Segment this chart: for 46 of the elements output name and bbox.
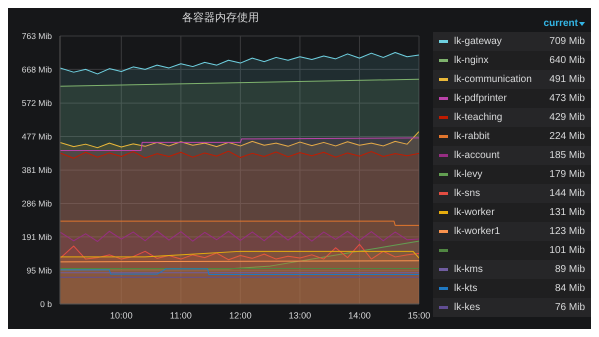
- y-tick-label: 381 Mib: [22, 165, 52, 176]
- y-tick-label: 572 Mib: [22, 98, 52, 108]
- legend-label: lk-kes: [454, 302, 482, 313]
- text: 640 Mib: [549, 55, 585, 66]
- y-tick-label: 191 Mib: [22, 232, 52, 242]
- chart-title: 各容器内存使用: [181, 10, 260, 26]
- legend-label: lk-pdfprinter: [454, 93, 508, 104]
- legend-label: lk-worker1: [454, 226, 502, 237]
- x-tick-label: 10:00: [110, 310, 133, 320]
- y-tick-label: 95 Mib: [26, 266, 52, 276]
- text: 76 Mib: [554, 302, 585, 313]
- text: 185 Mib: [549, 150, 585, 161]
- text: 491 Mib: [549, 74, 585, 85]
- text: 473 Mib: [549, 93, 585, 104]
- legend-label: lk-nginx: [454, 55, 490, 66]
- text: 144 Mib: [549, 188, 585, 199]
- legend-label: lk-account: [454, 150, 501, 161]
- text: 101 Mib: [549, 245, 585, 256]
- legend-label: lk-kms: [454, 264, 484, 275]
- x-tick-label: 11:00: [170, 310, 192, 320]
- text: 89 Mib: [554, 264, 585, 275]
- y-tick-label: 763 Mib: [22, 31, 52, 42]
- text: 84 Mib: [554, 283, 585, 294]
- legend-label: lk-teaching: [454, 112, 504, 123]
- legend-label: lk-gateway: [454, 36, 503, 47]
- text: 131 Mib: [549, 207, 585, 218]
- x-tick-label: 13:00: [288, 310, 312, 320]
- x-tick-label: 14:00: [348, 310, 371, 320]
- text: 709 Mib: [549, 36, 585, 47]
- text: 123 Mib: [549, 226, 585, 237]
- y-tick-label: 477 Mib: [22, 131, 52, 142]
- y-tick-label: 286 Mib: [22, 198, 52, 209]
- y-tick-label: 668 Mib: [22, 64, 52, 74]
- legend-label: lk-levy: [454, 169, 484, 180]
- legend-label: lk-rabbit: [454, 131, 491, 142]
- legend-label: lk-communication: [454, 74, 533, 85]
- text: 179 Mib: [549, 169, 585, 180]
- y-tick-label: 0 b: [40, 299, 52, 310]
- legend-label: lk-worker: [454, 207, 496, 218]
- x-tick-label: 15:00: [408, 310, 430, 320]
- legend-label: lk-kts: [454, 283, 478, 294]
- legend-label: lk-sns: [454, 188, 482, 199]
- text: 429 Mib: [549, 112, 585, 123]
- x-tick-label: 12:00: [229, 310, 252, 320]
- legend-title: current: [542, 18, 579, 31]
- text: 224 Mib: [549, 131, 585, 142]
